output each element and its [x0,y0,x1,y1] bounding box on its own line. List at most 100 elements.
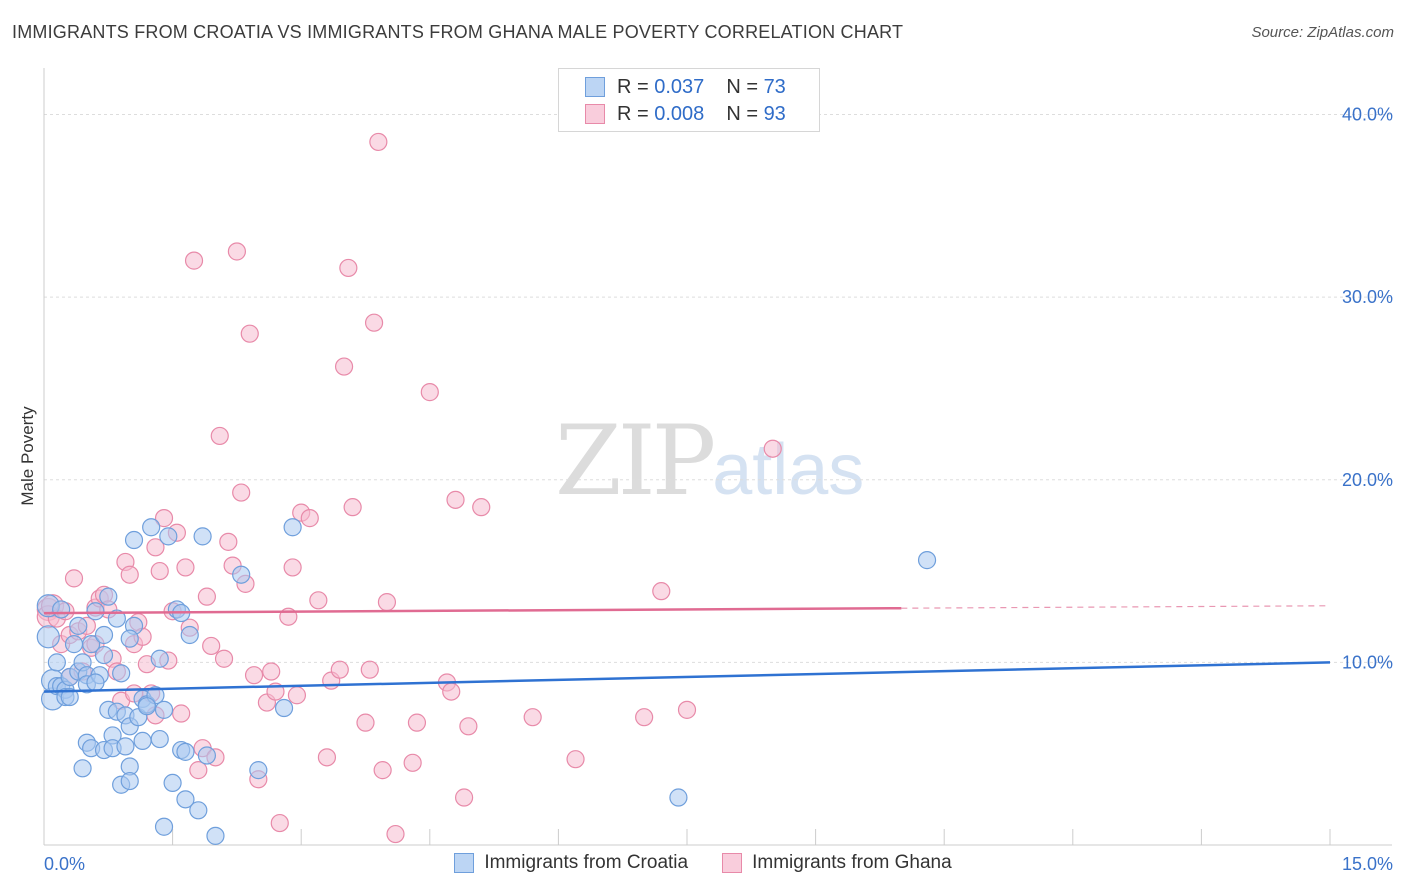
ghana-point [219,532,238,551]
ghana-point [202,636,221,656]
croatia-point [154,700,174,719]
y-tick-labels: 10.0% 20.0% 30.0% 40.0% [1342,105,1393,673]
ghana-point [317,748,337,767]
ghana-point [262,662,281,681]
y-tick-label: 10.0% [1342,652,1393,672]
legend-row-ghana: R = 0.008 N = 93 [585,101,786,127]
legend-r-label: R = [617,102,649,125]
series-label-croatia: Immigrants from Croatia [484,852,689,873]
ghana-point [210,426,229,446]
croatia-point [120,771,139,791]
ghana-point [364,313,384,332]
croatia-point [36,625,60,649]
ghana-point [356,713,375,732]
ghana-point [407,713,427,732]
ghana-point [64,569,84,588]
ghana-point [454,788,474,807]
ghana-point [240,324,259,343]
croatia-point [94,625,114,645]
croatia-point [47,653,66,672]
croatia-point [283,518,302,537]
croatia-point [180,625,199,645]
croatia-point [99,587,118,606]
ghana-point [244,666,264,685]
ghana-point [150,561,169,581]
ghana-point [343,498,362,517]
x-tick-label: 0.0% [44,854,85,874]
croatia-point [159,527,178,546]
croatia-point [176,790,195,809]
watermark: ZIPatlas [555,405,864,517]
legend-r-label: R = [617,75,649,98]
series-label-ghana: Immigrants from Ghana [752,852,952,873]
ghana-point [635,708,654,727]
croatia-point [120,629,139,648]
ghana-point [523,708,542,727]
croatia-point [112,664,131,683]
ghana-point [652,582,671,601]
croatia-point [94,645,114,665]
croatia-point [150,729,169,749]
series-swatch-ghana [722,853,743,873]
croatia-point [64,635,84,654]
ghana-point [360,660,379,679]
croatia-point [69,616,88,635]
ghana-point [227,242,246,261]
croatia-point [133,731,152,751]
croatia-point [193,527,212,546]
watermark-atlas: atlas [712,430,865,510]
ghana-point [677,700,697,719]
ghana-point [369,132,388,152]
ghana-point [232,483,251,502]
ghana-point [403,753,422,772]
croatia-point [142,518,161,537]
legend-row-croatia: R = 0.037 N = 73 [585,74,786,100]
x-tick-labels: 0.0% 15.0% [44,854,1393,874]
series-legend-croatia: Immigrants from Croatia [454,852,688,874]
ghana-point [472,498,491,517]
ghana-point [334,357,354,376]
ghana-point [197,587,216,606]
trend-line-extension [901,605,1331,609]
croatia-point [82,635,101,654]
ghana-point [300,509,319,528]
legend-r-value: 0.008 [654,102,705,125]
ghana-point [459,717,478,736]
croatia-point [274,698,294,718]
ghana-point [283,558,302,577]
croatia-point [73,759,92,778]
croatia-point [232,565,251,584]
legend-n-label: N = [726,102,758,125]
ghana-point [309,591,328,610]
ghana-point [176,558,195,577]
legend-n-value: 73 [763,75,786,98]
ghana-point [420,383,439,402]
ghana-point [154,509,174,528]
ghana-point [373,761,392,780]
y-tick-label: 40.0% [1342,105,1393,125]
croatia-point [917,551,937,570]
ghana-point [339,258,358,278]
croatia-point [52,600,71,619]
croatia-point [86,602,105,621]
series-swatch-croatia [454,853,475,873]
ghana-point [214,649,234,668]
legend-r-value: 0.037 [654,75,705,98]
chart-title: IMMIGRANTS FROM CROATIA VS IMMIGRANTS FR… [12,22,904,42]
x-tick-label: 15.0% [1342,854,1393,874]
ghana-point [386,824,405,844]
croatia-points [36,518,937,845]
croatia-point [116,737,135,756]
croatia-point [124,530,144,550]
legend-swatch-croatia [585,77,605,97]
ghana-point [184,251,204,270]
correlation-legend: R = 0.037 N = 73 R = 0.008 N = 93 [558,68,820,132]
ghana-point [270,813,289,833]
legend-n-value: 93 [763,102,786,125]
croatia-point [154,817,174,836]
trend-line [43,606,902,615]
croatia-point [669,788,688,807]
croatia-point [249,761,268,780]
croatia-point [197,746,216,765]
